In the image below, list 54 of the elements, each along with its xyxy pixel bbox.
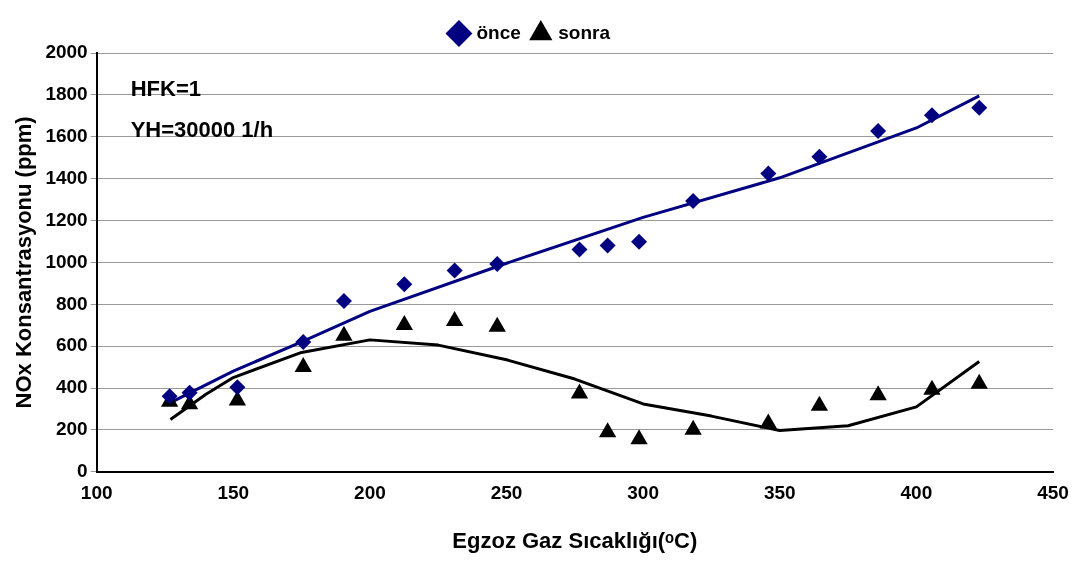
y-tick-label: 1400 (45, 166, 88, 188)
legend-label: sonra (558, 21, 611, 43)
y-tick-label: 1800 (45, 83, 88, 105)
y-tick-label: 0 (77, 460, 88, 482)
point (811, 148, 828, 165)
point (870, 123, 887, 140)
point (760, 165, 777, 182)
annotation: HFK=1 (130, 76, 201, 102)
annotation: YH=30000 1/h (130, 117, 274, 143)
y-tick-label: 1000 (45, 250, 88, 272)
point (396, 276, 413, 293)
y-tick-label: 1600 (45, 124, 88, 146)
y-tick-label: 800 (55, 292, 88, 314)
x-tick-label: 300 (627, 482, 659, 504)
y-tick-label: 400 (55, 376, 88, 398)
point (294, 356, 312, 372)
point (810, 395, 829, 411)
x-tick-label: 450 (1037, 482, 1069, 504)
point (599, 237, 616, 254)
point (295, 333, 312, 350)
point (335, 292, 352, 309)
point (489, 256, 506, 273)
y-tick-label: 2000 (45, 41, 88, 63)
y-tick-label: 1200 (45, 208, 88, 230)
point (571, 241, 588, 258)
point (923, 107, 940, 124)
point (598, 422, 617, 438)
x-tick-label: 200 (354, 482, 386, 504)
x-tick-label: 250 (490, 482, 523, 504)
x-tick-label: 100 (80, 482, 113, 504)
point (630, 429, 648, 445)
point (685, 193, 702, 210)
point (445, 311, 464, 327)
point (684, 419, 702, 435)
x-axis-title: Egzoz Gaz Sıcaklığı(ᵒC) (452, 527, 698, 553)
point (971, 99, 988, 116)
y-tick-label: 200 (55, 418, 88, 440)
x-tick-label: 350 (763, 482, 796, 504)
point (631, 233, 648, 250)
point (570, 383, 589, 399)
y-tick-label: 600 (55, 334, 88, 356)
x-tick-label: 400 (900, 482, 933, 504)
point (869, 385, 887, 401)
point (335, 325, 353, 341)
y-axis-title: NOx Konsantrasyonu (ppm) (11, 116, 37, 409)
point (923, 379, 941, 395)
point (970, 373, 988, 389)
point (446, 262, 463, 279)
legend-label: önce (476, 21, 521, 43)
point (759, 413, 777, 429)
point (181, 384, 198, 401)
x-tick-label: 150 (217, 482, 250, 504)
point (488, 316, 506, 332)
point (395, 315, 413, 331)
